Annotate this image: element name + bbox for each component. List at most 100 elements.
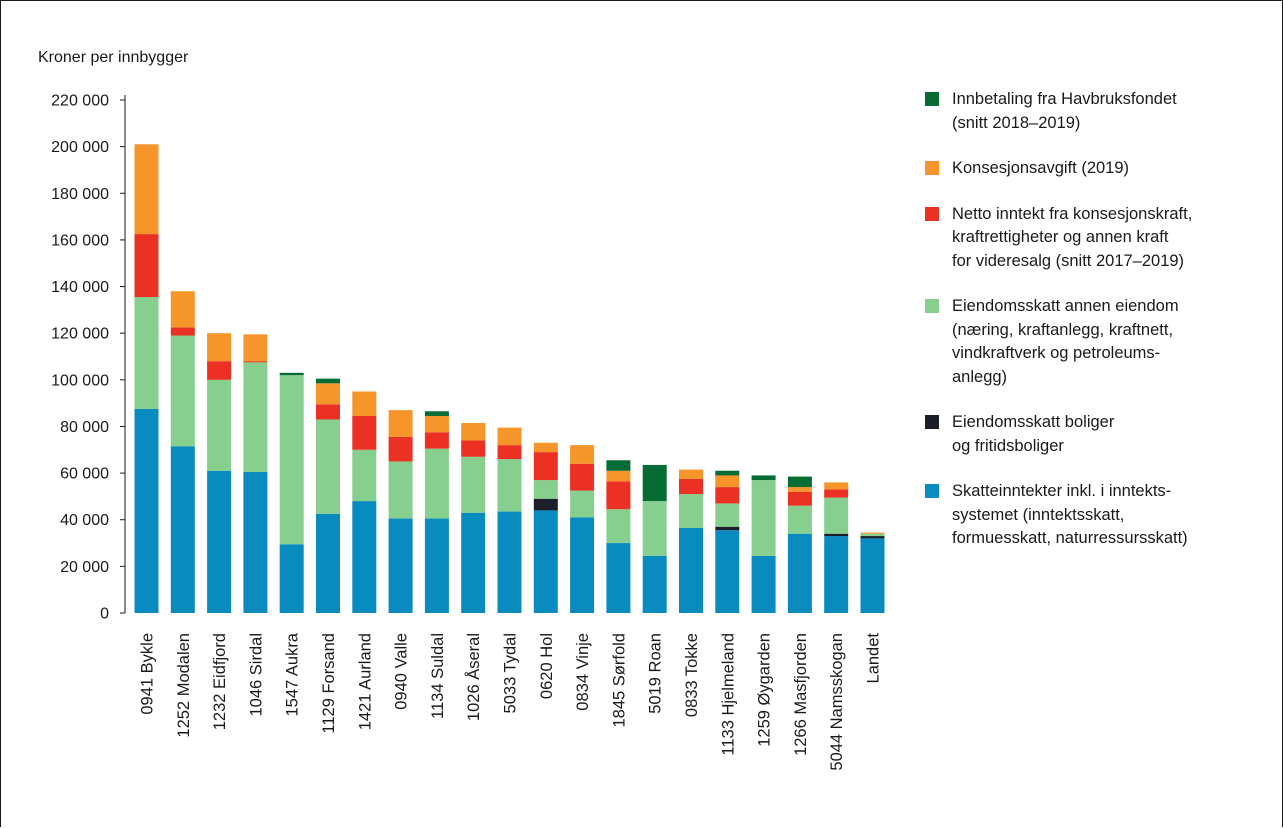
- bar-segment-skatt: [606, 543, 631, 613]
- x-tick-label: 5033 Tydal: [502, 633, 520, 713]
- bar-segment-konsesjon: [570, 445, 595, 464]
- legend-swatch: [925, 92, 939, 106]
- bar-segment-skatt: [860, 538, 885, 613]
- legend-label: (næring, kraftanlegg, kraftnett,: [952, 320, 1174, 339]
- bar-segment-annen: [461, 456, 486, 513]
- legend-item: Netto inntekt fra konsesjonskraft, kraftr…: [925, 203, 1270, 274]
- bar-segment-annen: [352, 449, 377, 502]
- bar-segment-bolig: [715, 526, 740, 531]
- bar-segment-konsesjon: [388, 410, 413, 437]
- bar-segment-annen: [316, 419, 340, 514]
- legend-label: Eiendomsskatt boliger: [952, 413, 1115, 431]
- bar-segment-bolig: [533, 498, 558, 511]
- legend-label: Konsesjonsavgift (2019): [952, 159, 1130, 177]
- legend-item: Konsesjonsavgift (2019): [925, 157, 1270, 181]
- x-tick-label: 1129 Forsand: [320, 633, 338, 734]
- bar-segment-konsesjon: [461, 422, 486, 441]
- x-tick-label: 1026 Åseral: [464, 633, 483, 721]
- bar-segment-skatt: [461, 512, 486, 613]
- bar-segment-konsesjon: [533, 442, 558, 453]
- x-tick-label: 0834 Vinje: [574, 633, 592, 711]
- bar-segment-skatt: [751, 555, 776, 613]
- bar-segment-annen: [533, 480, 558, 499]
- bar-segment-annen: [715, 503, 740, 527]
- bar-segment-skatt: [824, 536, 849, 613]
- bar-segment-skatt: [679, 527, 703, 613]
- bar-segment-netto: [424, 432, 449, 449]
- bar-segment-netto: [316, 404, 340, 420]
- bar-segment-havbruk: [751, 475, 776, 481]
- chart-legend: Innbetaling fra Havbruksfondet (snitt 201…: [925, 88, 1270, 573]
- legend-swatch: [925, 484, 939, 498]
- bar-segment-havbruk: [424, 411, 449, 416]
- bar-segment-annen: [207, 379, 232, 471]
- bar-segment-konsesjon: [352, 391, 377, 416]
- bar-segment-netto: [606, 481, 631, 510]
- bar-segment-skatt: [715, 530, 740, 613]
- bar-segment-skatt: [279, 544, 304, 613]
- bar-segment-skatt: [352, 501, 377, 613]
- x-tick-label: 0620 Hol: [538, 633, 556, 699]
- bar-segment-annen: [388, 461, 413, 519]
- bar-segment-netto: [570, 463, 595, 491]
- bar-segment-havbruk: [279, 372, 304, 376]
- bar-segment-konsesjon: [316, 383, 340, 405]
- x-tick-label: 5044 Namsskogan: [828, 633, 846, 771]
- legend-label: formuesskatt, naturressursskatt): [952, 529, 1188, 547]
- legend-swatch: [925, 161, 939, 175]
- x-tick-label: 1845 Sørfold: [610, 633, 628, 727]
- bar-segment-annen: [279, 375, 304, 545]
- bar-segment-konsesjon: [824, 482, 849, 490]
- x-tick-label: 1134 Suldal: [429, 633, 447, 719]
- bar-segment-konsesjon: [606, 470, 631, 482]
- bar-segment-havbruk: [715, 470, 740, 476]
- bar-segment-annen: [787, 505, 812, 534]
- y-tick-label: 80 000: [60, 419, 109, 436]
- legend-swatch: [925, 206, 939, 221]
- bar-segment-skatt: [207, 470, 232, 613]
- y-tick-label: 160 000: [51, 232, 109, 249]
- x-tick-label: 1232 Eidfjord: [211, 633, 229, 730]
- legend-item: Eiendomsskatt annen eiendom (næring, kraf…: [925, 295, 1270, 389]
- x-tick-label: 1259 Øygarden: [756, 633, 774, 747]
- y-tick-label: 220 000: [51, 93, 109, 110]
- bar-segment-skatt: [134, 408, 159, 613]
- y-tick-label: 60 000: [60, 466, 109, 483]
- bar-segment-bolig: [824, 533, 849, 537]
- legend-label: anlegg): [952, 367, 1008, 386]
- bar-segment-skatt: [170, 446, 195, 613]
- legend-label: Innbetaling fra Havbruksfondet: [952, 90, 1177, 108]
- bar-segment-annen: [170, 335, 195, 447]
- stacked-bar-chart: 0 20 000 40 000 60 000 80 000 100 000 120 000 1…: [51, 93, 885, 771]
- legend-label: Eiendomsskatt annen eiendom: [952, 297, 1179, 315]
- x-tick-label: 0941 Bykle: [139, 633, 157, 715]
- bar-segment-konsesjon: [715, 475, 740, 488]
- y-axis-title: Kroner per innbygger: [38, 49, 189, 66]
- bar-segment-netto: [679, 478, 703, 495]
- bar-segment-netto: [134, 234, 159, 298]
- bar-segment-annen: [424, 448, 449, 519]
- y-tick-label: 140 000: [51, 279, 109, 296]
- bar-segment-bolig: [860, 536, 885, 539]
- bar-segment-annen: [134, 297, 159, 409]
- legend-label: og fritidsboliger: [952, 436, 1064, 455]
- bar-segment-havbruk: [316, 378, 340, 384]
- legend-label: Skatteinntekter inkl. i inntekts-: [952, 482, 1172, 500]
- y-tick-label: 120 000: [51, 326, 109, 343]
- bar-segment-annen: [860, 533, 885, 537]
- x-tick-label: 0833 Tokke: [683, 633, 701, 717]
- bar-segment-netto: [497, 445, 522, 460]
- bar-segment-annen: [824, 497, 849, 534]
- bar-segment-konsesjon: [860, 532, 885, 534]
- legend-label: kraftrettigheter og annen kraft: [952, 228, 1169, 246]
- bar-segment-konsesjon: [424, 415, 449, 433]
- legend-swatch: [925, 299, 939, 313]
- y-tick-label: 180 000: [51, 186, 109, 203]
- bar-segment-netto: [388, 436, 413, 462]
- bar-segment-konsesjon: [787, 487, 812, 492]
- x-tick-label: 1046 Sirdal: [247, 633, 265, 716]
- x-tick-label: Landet: [865, 633, 883, 684]
- bar-segment-netto: [461, 440, 486, 457]
- legend-label: systemet (inntektsskatt,: [952, 505, 1125, 524]
- bar-segment-annen: [570, 490, 595, 518]
